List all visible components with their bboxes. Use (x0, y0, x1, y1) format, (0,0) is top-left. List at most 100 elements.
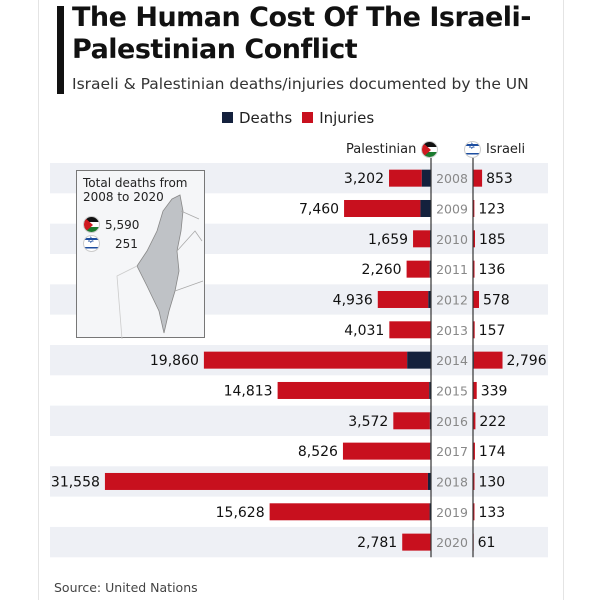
label-palestinian: 4,936 (333, 292, 373, 308)
chart-subtitle: Israeli & Palestinian deaths/injuries do… (72, 75, 529, 93)
bar-palestinian-injuries (389, 321, 431, 339)
label-palestinian: 19,860 (150, 353, 199, 369)
year-label: 2020 (436, 535, 468, 550)
bar-palestinian-injuries (406, 260, 430, 278)
year-label: 2011 (436, 262, 468, 277)
year-label: 2016 (436, 414, 468, 429)
palestinian-header: Palestinian (346, 141, 439, 158)
bar-palestinian-injuries (393, 412, 430, 430)
bar-palestinian-injuries (389, 169, 422, 187)
label-palestinian: 2,781 (357, 535, 397, 551)
year-label: 2017 (436, 444, 468, 459)
year-label: 2015 (436, 383, 468, 398)
bar-palestinian-injuries (342, 442, 431, 460)
israel-flag-icon (464, 141, 481, 158)
title-accent-bar (57, 6, 64, 94)
inset-title-line: 2008 to 2020 (83, 190, 164, 204)
label-israeli: 2,796 (507, 353, 547, 369)
year-label: 2008 (436, 171, 468, 186)
year-label: 2009 (436, 201, 468, 216)
palestinian-total: 5,590 (105, 217, 140, 232)
chart-title: The Human Cost Of The Israeli-Palestinia… (72, 2, 532, 65)
legend-deaths: Deaths (222, 109, 292, 127)
label-palestinian: 31,558 (51, 474, 100, 490)
label-palestinian: 1,659 (368, 232, 408, 248)
label-palestinian: 15,628 (216, 505, 265, 521)
bar-palestinian-injuries (402, 533, 431, 551)
label-palestinian: 2,260 (362, 262, 402, 278)
bar-palestinian-injuries (277, 381, 430, 399)
bar-israeli-injuries (473, 199, 475, 217)
bar-israeli-injuries (473, 351, 503, 369)
label-palestinian: 14,813 (224, 383, 273, 399)
row-stripe (50, 405, 548, 436)
label-israeli: 174 (479, 444, 506, 460)
label-palestinian: 7,460 (299, 201, 339, 217)
bar-israeli-injuries (473, 290, 479, 308)
bar-palestinian-deaths (428, 290, 431, 308)
bar-palestinian-deaths (429, 260, 431, 278)
israeli-header: Israeli (464, 141, 525, 158)
bar-israeli-injuries (473, 169, 483, 187)
bar-israeli-injuries (473, 503, 475, 521)
label-israeli: 133 (478, 505, 505, 521)
year-label: 2010 (436, 232, 468, 247)
bar-israeli-injuries (473, 321, 475, 339)
bar-palestinian-deaths (429, 503, 431, 521)
year-label: 2019 (436, 505, 468, 520)
bar-palestinian-deaths (420, 199, 431, 217)
bar-palestinian-injuries (377, 290, 429, 308)
legend-swatch-injuries (302, 112, 314, 123)
bar-palestinian-injuries (203, 351, 408, 369)
bar-israeli-injuries (473, 381, 477, 399)
label-israeli: 136 (479, 262, 506, 278)
legend: Deaths Injuries (222, 109, 374, 127)
label-palestinian: 4,031 (344, 323, 384, 339)
label-israeli: 123 (478, 201, 505, 217)
bar-israeli-injuries (473, 260, 475, 278)
inset-title: Total deaths from 2008 to 2020 (83, 176, 188, 204)
source-note: Source: United Nations (54, 580, 198, 595)
year-label: 2018 (436, 474, 468, 489)
israeli-label: Israeli (486, 142, 526, 157)
label-israeli: 222 (479, 414, 506, 430)
label-israeli: 853 (486, 171, 513, 187)
label-israeli: 130 (478, 474, 505, 490)
israel-map-icon (116, 194, 204, 339)
label-israeli: 339 (481, 383, 508, 399)
palestine-flag-icon (83, 216, 100, 233)
bar-palestinian-injuries (104, 472, 428, 490)
legend-label: Injuries (319, 109, 375, 127)
label-israeli: 61 (478, 535, 496, 551)
bar-israeli-injuries (473, 412, 476, 430)
palestinian-label: Palestinian (346, 142, 417, 157)
bar-israeli-injuries (473, 442, 475, 460)
row-stripe (50, 526, 548, 558)
israeli-total: 251 (115, 236, 138, 251)
inset-title-line: Total deaths from (83, 176, 188, 190)
card (38, 0, 564, 600)
label-israeli: 578 (483, 292, 510, 308)
label-palestinian: 3,202 (344, 171, 384, 187)
bar-israeli-injuries (473, 472, 475, 490)
bar-palestinian-deaths (427, 472, 431, 490)
year-label: 2012 (436, 292, 468, 307)
israel-flag-icon (83, 235, 100, 252)
year-label: 2013 (436, 323, 468, 338)
label-israeli: 185 (479, 232, 506, 248)
legend-swatch-deaths (222, 112, 233, 123)
label-palestinian: 8,526 (298, 444, 338, 460)
year-label: 2014 (436, 353, 468, 368)
bar-palestinian-injuries (269, 503, 430, 521)
inset-palestinian: 5,590 (83, 216, 139, 233)
bar-palestinian-deaths (407, 351, 431, 369)
label-israeli: 157 (479, 323, 506, 339)
legend-label: Deaths (239, 109, 293, 127)
inset-israeli: 251 (83, 235, 138, 252)
palestine-flag-icon (421, 141, 439, 158)
bar-palestinian-deaths (429, 381, 431, 399)
bar-israeli-injuries (473, 230, 475, 248)
label-palestinian: 3,572 (348, 414, 388, 430)
bar-palestinian-injuries (413, 230, 431, 248)
